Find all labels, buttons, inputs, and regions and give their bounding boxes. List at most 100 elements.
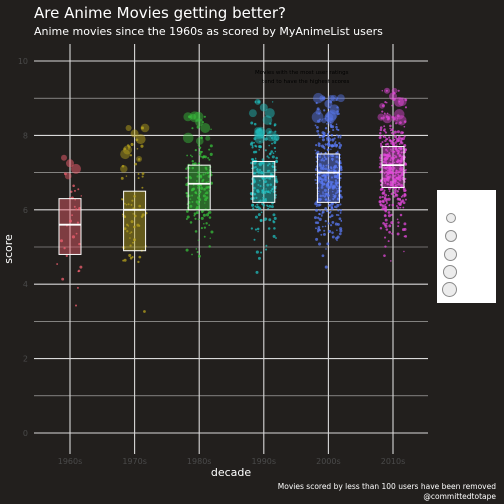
data-point: [318, 118, 321, 121]
data-point: [321, 178, 325, 182]
data-point: [401, 168, 404, 171]
data-point: [323, 156, 326, 159]
data-point: [381, 192, 385, 195]
data-point: [74, 304, 78, 307]
data-point: [328, 180, 332, 184]
data-point: [259, 184, 262, 188]
data-point: [267, 207, 270, 210]
data-point: [330, 214, 334, 217]
data-point: [198, 193, 201, 196]
data-point: [317, 225, 321, 229]
data-point: [390, 132, 393, 134]
data-point: [339, 203, 342, 206]
data-point: [255, 126, 266, 137]
box-2010s: [381, 146, 405, 188]
data-point: [183, 112, 193, 122]
data-point: [253, 122, 257, 126]
data-point: [202, 213, 206, 217]
data-point: [335, 134, 338, 137]
data-point: [379, 171, 382, 174]
data-point: [185, 191, 188, 195]
data-point: [323, 154, 326, 157]
data-point: [320, 233, 323, 236]
legend-key-1: [446, 213, 456, 223]
data-point: [133, 195, 136, 198]
data-point: [319, 156, 321, 159]
data-point: [324, 225, 327, 228]
data-point: [256, 203, 259, 206]
data-point: [398, 178, 402, 182]
data-point: [200, 216, 204, 220]
data-point: [207, 175, 211, 178]
y-tick-label: 4: [23, 280, 28, 289]
data-point: [207, 180, 210, 183]
data-point: [394, 135, 397, 139]
data-point: [390, 128, 394, 132]
data-point: [257, 171, 261, 174]
data-point: [401, 170, 404, 174]
data-point: [396, 177, 400, 181]
data-point: [182, 132, 194, 144]
data-point: [136, 223, 140, 227]
data-point: [269, 183, 273, 186]
data-point: [275, 166, 277, 168]
data-point: [321, 184, 324, 187]
data-point: [141, 186, 144, 189]
data-point: [403, 125, 406, 128]
data-point: [396, 130, 400, 134]
data-point: [140, 126, 145, 130]
data-point: [393, 195, 396, 198]
caption-line-2: @committedtotape: [423, 492, 496, 501]
data-point: [384, 224, 388, 228]
data-point: [79, 265, 83, 269]
data-point: [318, 203, 322, 206]
data-point: [332, 193, 334, 196]
data-point: [261, 136, 264, 139]
data-point: [253, 186, 256, 190]
data-point: [396, 115, 407, 126]
box-1970s: [123, 190, 147, 252]
data-point: [327, 94, 335, 102]
data-point: [333, 137, 336, 140]
data-point: [262, 199, 265, 202]
data-point: [318, 242, 322, 246]
data-point: [314, 124, 317, 127]
data-point: [200, 136, 203, 140]
data-point: [398, 154, 402, 158]
data-point: [248, 109, 257, 118]
data-point: [125, 124, 132, 131]
data-point: [383, 189, 386, 192]
data-point: [268, 218, 272, 222]
data-point: [382, 113, 393, 124]
data-point: [264, 198, 267, 202]
data-point: [332, 185, 335, 188]
data-point: [195, 180, 198, 182]
data-point: [391, 232, 394, 235]
data-point: [379, 203, 383, 207]
data-point: [273, 146, 276, 150]
data-point: [208, 148, 211, 151]
data-point: [78, 242, 81, 246]
data-point: [329, 123, 333, 127]
data-point: [195, 118, 204, 127]
data-point: [321, 254, 325, 258]
data-point: [326, 210, 328, 213]
data-point: [254, 133, 266, 144]
data-point: [326, 133, 329, 135]
data-point: [271, 142, 274, 145]
data-point: [400, 151, 403, 154]
data-point: [319, 164, 323, 168]
data-point: [390, 150, 392, 152]
data-point: [392, 172, 395, 175]
data-point: [396, 144, 398, 146]
data-point: [384, 177, 387, 180]
data-point: [390, 148, 392, 151]
data-point: [120, 149, 131, 160]
box-1990s: [252, 160, 276, 203]
data-point: [251, 203, 254, 206]
data-point: [392, 147, 395, 150]
data-point: [392, 132, 395, 136]
data-point: [389, 159, 392, 162]
data-point: [258, 168, 262, 172]
data-point: [198, 191, 202, 194]
